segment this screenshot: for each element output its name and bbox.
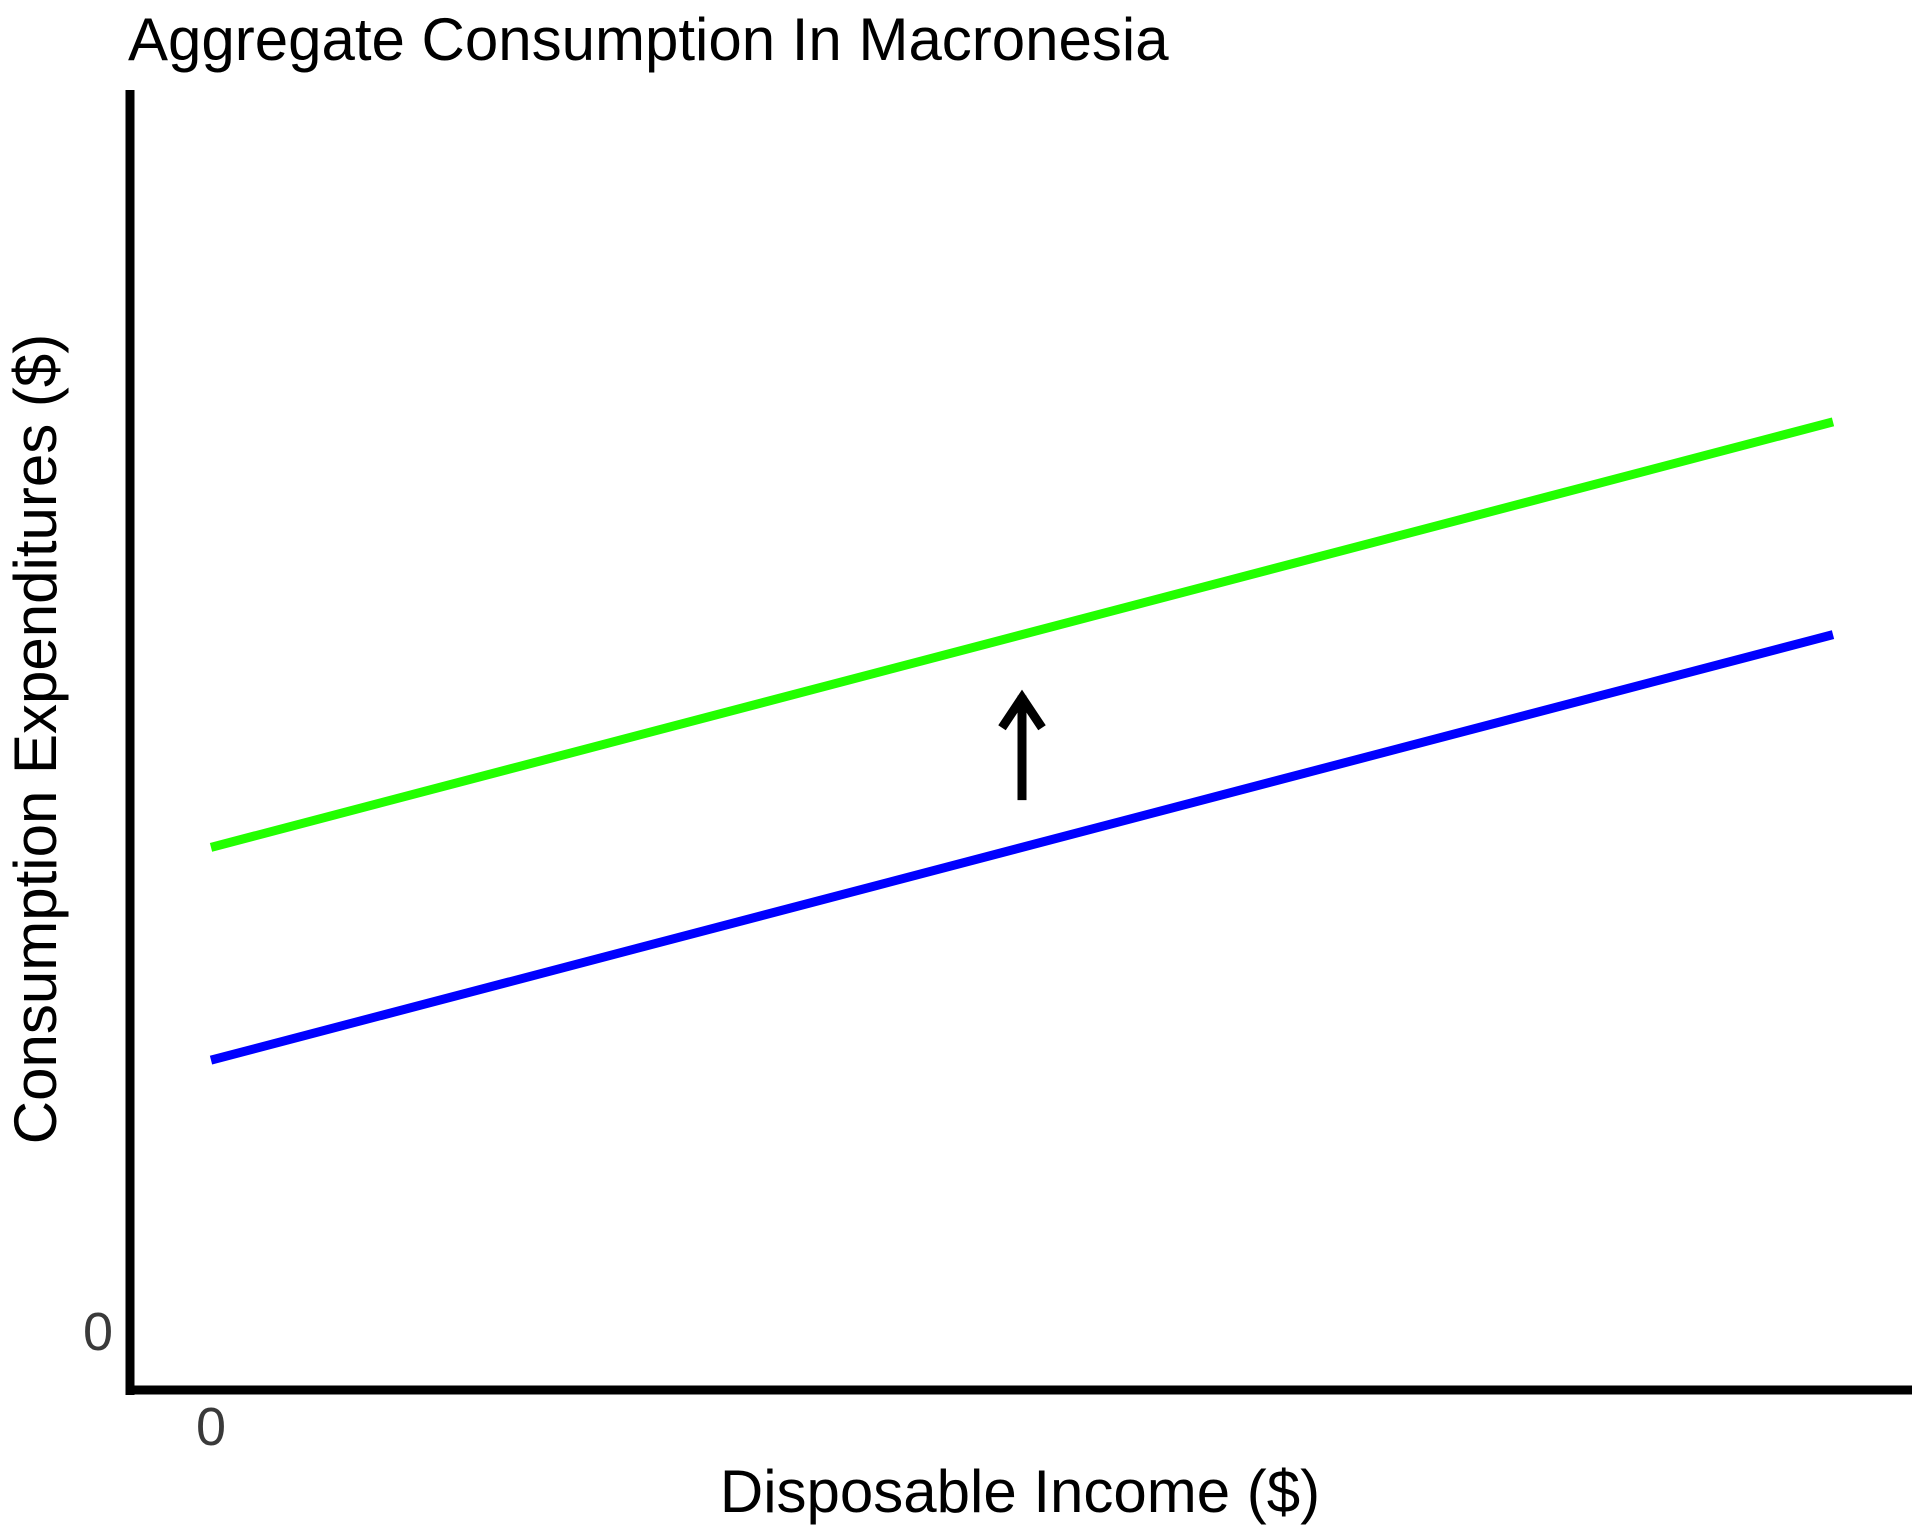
- shift-arrow-head: [998, 689, 1046, 731]
- x-tick-label-0: 0: [196, 1397, 226, 1457]
- x-axis-title: Disposable Income ($): [720, 1458, 1320, 1525]
- y-tick-label-0: 0: [83, 1302, 113, 1362]
- chart-title: Aggregate Consumption In Macronesia: [128, 6, 1169, 73]
- plot-area: [209, 417, 1835, 1065]
- shift-arrow-icon: [998, 689, 1046, 801]
- series-line-1: [209, 630, 1835, 1065]
- series-line-2: [209, 417, 1835, 852]
- y-axis-title: Consumption Expenditures ($): [2, 334, 69, 1144]
